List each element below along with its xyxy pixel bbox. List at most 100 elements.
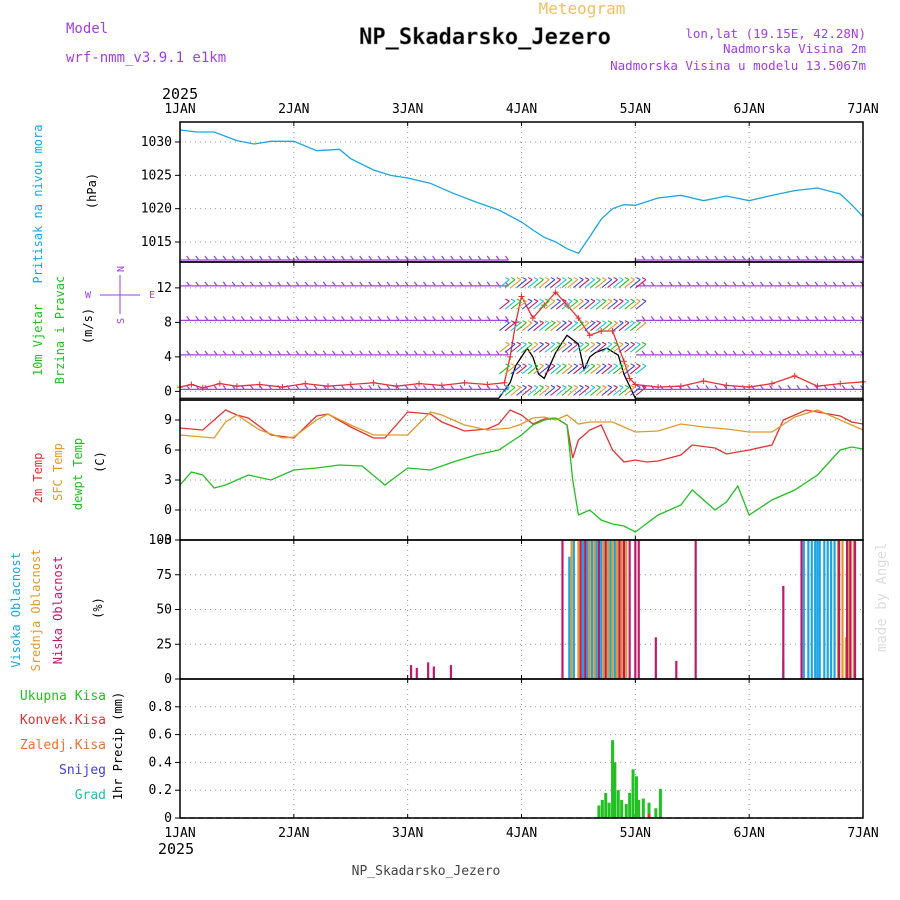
- x-tick-label-bottom: 2JAN: [278, 826, 309, 841]
- wind-barb-icon: [538, 363, 550, 375]
- temp-ylabel-sfc: SFC Temp: [51, 443, 65, 501]
- wind-barb-icon: [527, 277, 539, 288]
- wind-barb-icon: [799, 385, 810, 390]
- wind-barb-icon: [595, 341, 607, 353]
- wind-barb-icon: [612, 341, 624, 353]
- wind-barb-icon: [335, 316, 345, 321]
- wind-barb-icon: [550, 341, 561, 353]
- wind-barb-icon: [790, 255, 801, 261]
- bar-niska-oblacnost: [449, 665, 453, 679]
- wind-barb-icon: [544, 384, 556, 396]
- x-tick-label-bottom: 4JAN: [506, 826, 537, 841]
- x-tick-label-bottom: 7JAN: [847, 826, 878, 841]
- panel-precip: 0 0.2 0.4 0.6 0.8: [149, 678, 864, 826]
- x-tick-label-top: 7JAN: [847, 102, 878, 117]
- wind-barb-icon: [253, 316, 264, 321]
- wind-barb-icon: [317, 255, 327, 261]
- temp-ylabel-dewpt: dewpt Temp: [71, 438, 85, 510]
- wind-barb-icon: [544, 298, 556, 310]
- wind-barb-icon: [444, 385, 455, 390]
- wind-barb-icon: [521, 341, 533, 353]
- wind-barb-icon: [699, 350, 710, 356]
- wind-barb-icon: [624, 320, 635, 332]
- bar-niska-oblacnost: [853, 540, 857, 679]
- wind-barb-icon: [244, 316, 254, 321]
- wind-barb-icon: [607, 341, 618, 353]
- wind-barb-icon: [208, 281, 218, 287]
- wind-barb-icon: [612, 363, 624, 375]
- wind-barb-icon: [781, 281, 792, 287]
- wind-barb-icon: [426, 350, 437, 356]
- wind-barb-icon: [235, 255, 245, 261]
- y-tick-label: 1025: [141, 168, 172, 183]
- wind-barb-icon: [584, 341, 596, 353]
- footer-station: NP_Skadarsko_Jezero: [352, 864, 501, 879]
- bar-niska-oblacnost: [415, 667, 418, 679]
- cloud-unit: (%): [91, 597, 105, 619]
- wind-barb-icon: [624, 384, 635, 396]
- bar-ukupna-kisa: [637, 799, 641, 818]
- wind-barb-icon: [578, 363, 590, 375]
- wind-barb-icon: [578, 298, 590, 310]
- wind-barb-icon: [827, 316, 837, 321]
- wind-barb-icon: [799, 316, 810, 321]
- wind-barb-icon: [681, 316, 692, 321]
- wind-barb-icon: [654, 350, 664, 356]
- bar-srednja-oblacnost: [625, 540, 628, 679]
- wind-barb-icon: [244, 255, 254, 261]
- wind-barb-icon: [612, 384, 624, 396]
- gust-marker: [609, 328, 616, 334]
- wind-barb-icon: [799, 255, 810, 261]
- wind-barb-icon: [595, 320, 607, 332]
- gust-marker: [529, 315, 536, 322]
- wind-barb-icon: [636, 255, 646, 261]
- wind-barb-icon: [490, 281, 500, 287]
- wind-barb-icon: [836, 281, 846, 287]
- wind-barb-icon: [390, 316, 400, 321]
- wind-barb-icon: [754, 316, 764, 321]
- wind-barb-icon: [607, 384, 618, 396]
- wind-barb-icon: [745, 385, 755, 390]
- wind-barb-icon: [189, 385, 200, 390]
- wind-barb-icon: [590, 277, 601, 288]
- wind-barb-icon: [567, 277, 579, 288]
- wind-barb-icon: [326, 281, 336, 287]
- wind-barb-icon: [289, 385, 300, 390]
- wind-barb-icon: [289, 255, 300, 261]
- wind-barb-icon: [417, 316, 427, 321]
- wind-barb-icon: [208, 350, 218, 356]
- year-bottom: 2025: [158, 840, 194, 858]
- wind-barb-icon: [208, 316, 218, 321]
- wind-barb-icon: [618, 320, 630, 332]
- wind-barb-icon: [573, 384, 584, 396]
- wind-barb-icon: [180, 316, 191, 321]
- wind-barb-icon: [663, 255, 673, 261]
- wind-barb-icon: [308, 281, 318, 287]
- wind-barb-icon: [663, 385, 673, 390]
- bar-niska-oblacnost: [618, 540, 621, 679]
- wind-barb-icon: [681, 281, 692, 287]
- bar-visoka-oblacnost: [595, 540, 598, 679]
- wind-barb-icon: [326, 385, 336, 390]
- wind-barb-icon: [417, 350, 427, 356]
- bar-ukupna-kisa: [611, 740, 615, 818]
- wind-barb-icon: [595, 277, 607, 288]
- wind-barb-icon: [544, 341, 556, 353]
- model-elevation: Nadmorska Visina u modelu 13.5067m: [610, 58, 866, 73]
- gust-marker: [620, 358, 627, 365]
- wind-barb-icon: [444, 255, 455, 261]
- wind-barb-icon: [555, 363, 567, 375]
- wind-barb-icon: [527, 341, 539, 353]
- wind-barb-icon: [516, 341, 527, 353]
- wind-barb-icon: [510, 320, 522, 332]
- wind-barb-icon: [198, 350, 209, 356]
- gust-marker: [791, 372, 798, 379]
- wind-barb-icon: [353, 255, 364, 261]
- wind-barb-icon: [561, 384, 573, 396]
- bar-niska-oblacnost: [427, 662, 430, 679]
- wind-barb-icon: [624, 298, 635, 310]
- wind-barb-icon: [521, 384, 533, 396]
- wind-barb-icon: [444, 350, 455, 356]
- wind-barb-icon: [699, 385, 710, 390]
- bar-visoka-oblacnost: [830, 540, 833, 679]
